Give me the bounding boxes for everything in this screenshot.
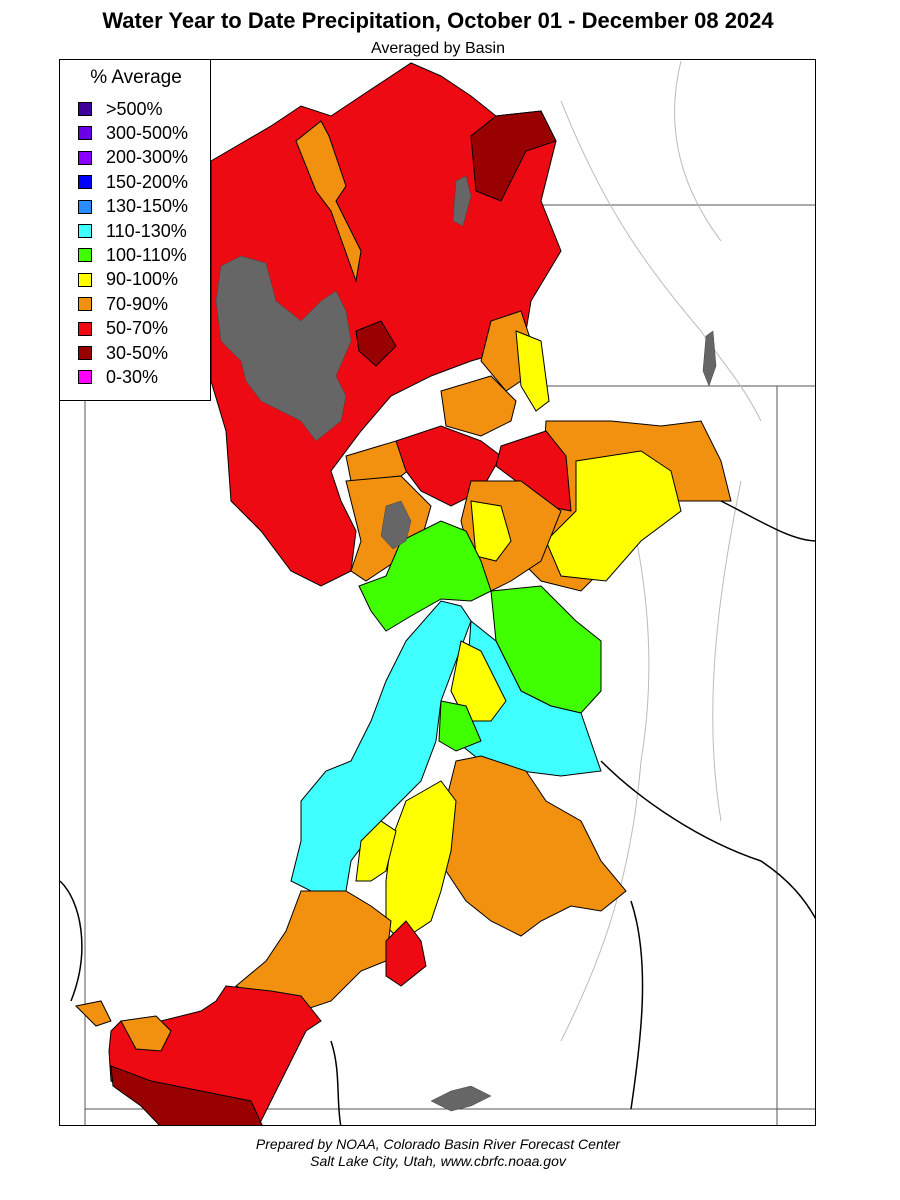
basin-cyan-1	[290, 600, 472, 892]
basin-yellow-east	[545, 450, 682, 582]
legend-swatch	[78, 297, 92, 312]
legend-item: 70-90%	[78, 293, 168, 315]
legend-swatch	[78, 102, 92, 116]
basin-orange-far-sw	[74, 1000, 112, 1027]
legend-swatch	[78, 199, 92, 214]
legend-label: >500%	[106, 98, 163, 119]
legend-item: 90-100%	[78, 269, 178, 291]
legend-label: 110-130%	[106, 220, 187, 241]
basin-yellow-2	[450, 640, 507, 722]
basin-yellow-center	[470, 500, 512, 562]
legend-item: 30-50%	[78, 342, 168, 364]
legend-item: 50-70%	[78, 318, 168, 340]
legend-item: >500%	[78, 98, 163, 120]
legend-item: 200-300%	[78, 147, 188, 169]
legend-swatch	[78, 346, 92, 360]
legend-item: 300-500%	[78, 122, 188, 144]
lake-great-salt	[215, 255, 352, 442]
legend-swatch	[78, 370, 92, 385]
legend-label: 300-500%	[106, 122, 189, 143]
legend-swatch	[78, 248, 92, 263]
basin-orange-mid	[440, 375, 517, 437]
basin-yellow-e1	[515, 330, 550, 412]
legend-swatch	[78, 175, 92, 190]
basin-red-sw2	[385, 920, 427, 987]
legend-item: 0-30%	[78, 366, 158, 388]
legend-label: 30-50%	[106, 342, 169, 363]
legend-label: 70-90%	[106, 293, 169, 314]
basin-map	[60, 60, 815, 1125]
legend-title: % Average	[90, 67, 182, 88]
map-panel	[59, 59, 816, 1126]
lakes	[215, 175, 717, 1112]
basin-darkred-north	[470, 110, 557, 202]
legend-item: 150-200%	[78, 171, 188, 193]
lake-east	[702, 330, 717, 387]
basin-green-3	[438, 700, 482, 752]
basin-darkred-mid	[355, 320, 397, 367]
legend-label: 130-150%	[106, 196, 189, 217]
legend-item: 100-110%	[78, 244, 187, 266]
credit-line-1: Prepared by NOAA, Colorado Basin River F…	[255, 1136, 621, 1152]
legend-swatch	[78, 321, 92, 336]
legend-label: 100-110%	[106, 244, 187, 265]
basin-green-1	[358, 520, 492, 632]
legend-label: 150-200%	[106, 171, 189, 192]
credit-line-2: Salt Lake City, Utah, www.cbrfc.noaa.gov	[310, 1153, 566, 1169]
legend: % Average >500% 300-500% 200-300% 150-200% 1…	[59, 59, 211, 401]
legend-label: 200-300%	[106, 147, 189, 168]
legend-label: 50-70%	[106, 318, 169, 339]
basin-orange-sw	[235, 890, 392, 1012]
legend-item: 130-150%	[78, 196, 188, 218]
legend-label: 90-100%	[106, 269, 179, 290]
map-subtitle: Averaged by Basin	[370, 40, 505, 57]
basin-yellow-3	[385, 780, 457, 942]
map-title: Water Year to Date Precipitation, Octobe…	[102, 8, 774, 33]
basin-yellow-4	[355, 820, 397, 882]
basin-darkred-south	[110, 1065, 263, 1125]
lake-north	[452, 175, 472, 227]
legend-swatch	[78, 126, 92, 141]
lake-utah	[380, 500, 412, 550]
lake-powell	[430, 1085, 492, 1112]
legend-swatch	[78, 224, 92, 238]
legend-swatch	[78, 150, 92, 165]
legend-swatch	[78, 272, 92, 287]
legend-label: 0-30%	[106, 366, 159, 387]
legend-item: 110-130%	[78, 220, 187, 242]
basin-outlines	[60, 500, 815, 1125]
basin-regions	[74, 62, 732, 1125]
basin-orange-south	[440, 755, 627, 937]
basin-orange-s2	[120, 1015, 172, 1052]
basin-orange-n1	[295, 120, 362, 283]
